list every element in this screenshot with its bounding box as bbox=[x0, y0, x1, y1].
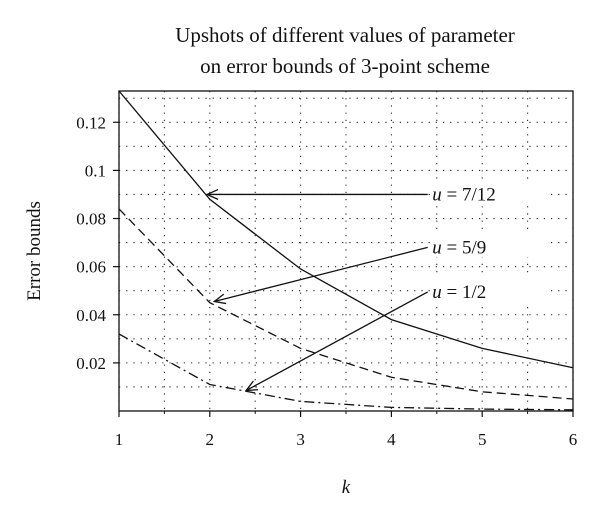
y-axis-label: Error bounds bbox=[24, 201, 45, 301]
annotation-u-1-2: u = 1/2 bbox=[244, 277, 549, 392]
y-tick-label: 0.02 bbox=[76, 354, 106, 373]
x-axis-label: k bbox=[342, 477, 351, 498]
annotation-variable: u bbox=[432, 282, 442, 303]
annotation-label: u = 7/12 bbox=[432, 184, 496, 205]
y-tick-label: 0.12 bbox=[76, 113, 106, 132]
annotations: u = 7/12u = 5/9u = 1/2 bbox=[205, 180, 549, 392]
annotation-variable: u bbox=[432, 237, 442, 258]
arrow-head bbox=[244, 380, 259, 392]
annotation-u-7-12: u = 7/12 bbox=[205, 180, 549, 205]
arrow-head bbox=[205, 188, 219, 200]
series-line-u712 bbox=[118, 90, 574, 369]
y-tick-label: 0.04 bbox=[76, 306, 106, 325]
series-layer bbox=[118, 90, 574, 411]
x-tick-label: 4 bbox=[387, 430, 396, 449]
arrow-head bbox=[212, 293, 227, 305]
arrow-shaft bbox=[214, 246, 428, 303]
label-background bbox=[430, 233, 549, 258]
annotation-label: u = 1/2 bbox=[432, 282, 486, 303]
y-tick-label: 0.08 bbox=[76, 210, 106, 229]
label-background bbox=[430, 277, 549, 302]
chart-title-line-2: on error bounds of 3-point scheme bbox=[200, 54, 490, 78]
series-line-u59 bbox=[118, 208, 574, 400]
annotation-variable: u bbox=[432, 184, 442, 205]
x-axis: 1 2 3 4 5 6 bbox=[115, 411, 578, 449]
x-tick-label: 5 bbox=[478, 430, 487, 449]
annotation-u-5-9: u = 5/9 bbox=[212, 233, 549, 305]
arrow-shaft bbox=[245, 291, 429, 392]
x-tick-label: 3 bbox=[296, 430, 305, 449]
y-axis: 0.02 0.04 0.06 0.08 0.1 0.12 bbox=[76, 113, 119, 373]
series-line-u12 bbox=[118, 333, 574, 411]
annotation-value: = 1/2 bbox=[442, 282, 487, 303]
annotation-label: u = 5/9 bbox=[432, 237, 486, 258]
y-tick-label: 0.06 bbox=[76, 258, 106, 277]
x-tick-label: 2 bbox=[206, 430, 215, 449]
y-tick-label: 0.1 bbox=[85, 161, 106, 180]
x-tick-label: 6 bbox=[569, 430, 578, 449]
x-tick-label: 1 bbox=[115, 430, 124, 449]
label-background bbox=[430, 180, 549, 205]
annotation-value: = 7/12 bbox=[442, 184, 496, 205]
chart-title-line-1: Upshots of different values of parameter bbox=[175, 23, 515, 47]
annotation-value: = 5/9 bbox=[442, 237, 487, 258]
